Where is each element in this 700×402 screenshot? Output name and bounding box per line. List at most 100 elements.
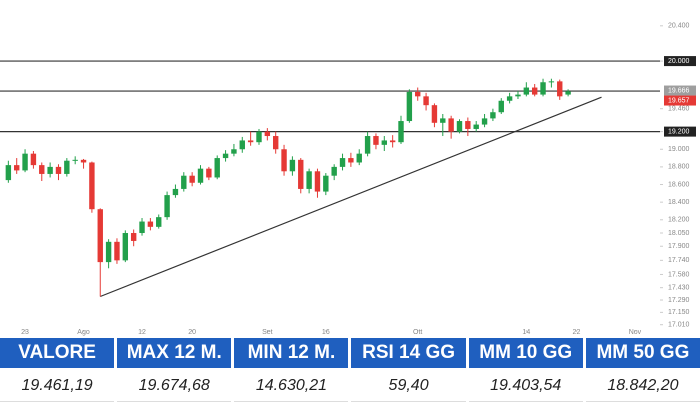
table-header: MM 10 GG <box>468 338 583 368</box>
y-tick-label: 19.460 <box>668 106 690 113</box>
table-value: 14.630,21 <box>234 370 349 402</box>
candle-body <box>548 81 555 83</box>
candle-body <box>39 165 45 174</box>
candle-body <box>189 175 195 183</box>
candle-body <box>197 168 204 183</box>
candle-body <box>448 118 454 132</box>
candle-body <box>156 217 162 227</box>
y-tick-label: 17.740 <box>668 257 690 264</box>
x-tick-label: Ago <box>77 329 90 336</box>
candle-body <box>465 121 471 129</box>
candle-body <box>272 136 279 150</box>
price-marker <box>664 85 696 96</box>
x-tick-label: 14 <box>522 329 530 336</box>
table-value: 59,40 <box>351 370 466 402</box>
candle-body <box>298 159 304 189</box>
candle-body <box>89 162 95 210</box>
y-tick-label: 18.200 <box>668 217 690 224</box>
y-tick-label: 20.400 <box>668 23 690 30</box>
x-tick-label: Ott <box>413 329 422 336</box>
level-label-box <box>664 126 696 137</box>
candle-body <box>47 166 53 174</box>
trend-line <box>100 96 602 298</box>
y-tick-label: 19.200 <box>668 128 690 135</box>
candle-body <box>164 195 170 218</box>
candle-body <box>130 233 137 241</box>
y-tick-label: 17.430 <box>668 285 690 292</box>
candle-body <box>139 221 145 234</box>
price-marker-label: 19.666 <box>668 87 690 94</box>
candle-body <box>64 160 70 174</box>
table-header: MAX 12 M. <box>117 338 232 368</box>
candle-body <box>172 188 179 196</box>
table-header: RSI 14 GG <box>351 338 466 368</box>
candle-body <box>30 153 37 166</box>
y-tick-label: 19.000 <box>668 146 690 153</box>
candle-body <box>557 81 563 97</box>
price-marker <box>664 95 696 106</box>
candle-body <box>105 241 112 263</box>
x-tick-label: 12 <box>138 329 146 336</box>
candle-body <box>331 166 337 176</box>
candle-body <box>80 159 87 163</box>
candle-body <box>473 124 479 129</box>
table-header: VALORE <box>0 338 115 368</box>
y-tick-label: 17.580 <box>668 271 690 278</box>
price-marker-label: 19.657 <box>668 97 690 104</box>
candle-body <box>540 82 546 95</box>
candle-body <box>306 171 312 189</box>
candle-body <box>364 136 371 154</box>
level-label-box <box>664 56 696 67</box>
candle-body <box>264 131 271 137</box>
candle-body <box>339 158 346 167</box>
x-tick-label: 16 <box>322 329 330 336</box>
x-tick-label: 20 <box>188 329 196 336</box>
x-tick-label: 23 <box>21 329 29 336</box>
y-tick-label: 18.600 <box>668 181 690 188</box>
candle-body <box>565 91 571 95</box>
candle-body <box>122 233 129 261</box>
table-value: 19.461,19 <box>0 370 115 402</box>
candle-body <box>147 221 154 227</box>
x-tick-label: 22 <box>573 329 581 336</box>
x-tick-label: Set <box>262 329 273 336</box>
y-tick-label: 17.150 <box>668 309 690 316</box>
candle-body <box>256 131 262 143</box>
candle-body <box>531 87 538 95</box>
candle-body <box>181 175 187 189</box>
candle-body <box>348 158 354 163</box>
candle-body <box>498 100 504 113</box>
candle-body <box>423 96 429 106</box>
table-value: 19.403,54 <box>468 370 583 402</box>
table-header: MM 50 GG <box>585 338 700 368</box>
candle-body <box>481 118 488 125</box>
candle-body <box>14 165 20 171</box>
candle-body <box>456 121 463 132</box>
candle-body <box>356 153 362 163</box>
candle-body <box>214 158 220 178</box>
candle-body <box>206 168 212 178</box>
candle-body <box>323 175 329 192</box>
candle-body <box>72 159 78 161</box>
y-tick-label: 17.010 <box>668 322 690 329</box>
candle-body <box>440 118 446 123</box>
candle-body <box>247 140 254 143</box>
table-header: MIN 12 M. <box>234 338 349 368</box>
stats-table: VALORE MAX 12 M. MIN 12 M. RSI 14 GG MM 10 G… <box>0 338 700 402</box>
candle-body <box>22 153 28 171</box>
x-tick-label: Nov <box>629 329 642 336</box>
candle-body <box>97 209 103 263</box>
chart: 20.400 20.000 19.460 19.200 19.000 18.800 18.6… <box>0 23 696 336</box>
candle-body <box>289 159 296 172</box>
y-tick-label: 18.050 <box>668 230 690 237</box>
candle-body <box>314 171 321 192</box>
y-tick-label: 18.400 <box>668 199 690 206</box>
y-tick-label: 20.000 <box>668 58 690 65</box>
candle-body <box>515 94 521 97</box>
candle-body <box>239 140 245 150</box>
candle-body <box>55 166 62 174</box>
candle-body <box>523 87 530 95</box>
candle-body <box>406 91 413 122</box>
y-tick-label: 18.800 <box>668 164 690 171</box>
